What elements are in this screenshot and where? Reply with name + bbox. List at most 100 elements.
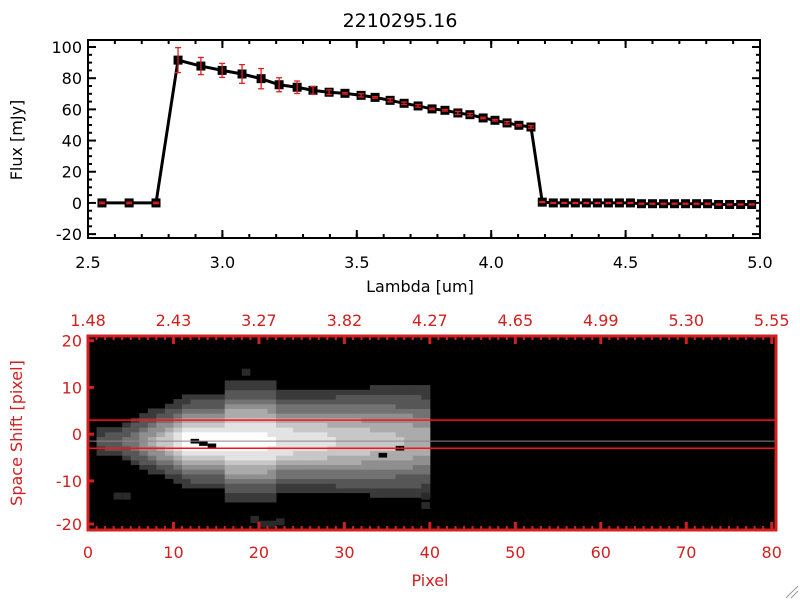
y-tick-label: 20 <box>62 163 82 182</box>
image-pixel <box>421 436 431 442</box>
image-pixel <box>293 483 303 489</box>
image-pixel <box>361 469 371 475</box>
image-pixel <box>113 441 123 447</box>
image-pixel <box>318 478 328 484</box>
image-pixel <box>361 441 371 447</box>
image-pixel <box>224 478 234 484</box>
image-pixel <box>164 413 174 419</box>
image-pixel <box>361 450 371 456</box>
image-pixel <box>105 441 115 447</box>
image-pixel <box>284 431 294 438</box>
image-pixel <box>293 431 303 438</box>
image-pixel <box>139 422 149 428</box>
top-wavelength-label: 5.30 <box>668 311 704 330</box>
image-pixel <box>233 459 243 466</box>
image-pixel <box>241 403 251 409</box>
bad-pixel <box>199 441 208 446</box>
image-pixel <box>276 389 286 395</box>
image-pixel <box>224 385 234 391</box>
image-pixel <box>173 473 183 480</box>
image-pixel <box>267 399 277 405</box>
top-wavelength-label: 2.43 <box>156 311 192 330</box>
image-pixel <box>387 413 397 419</box>
image-pixel <box>224 399 234 405</box>
image-pixel <box>404 389 414 395</box>
image-pixel <box>241 487 251 494</box>
image-pixel <box>301 408 311 414</box>
image-pixel <box>327 483 337 489</box>
image-pixel <box>164 473 174 480</box>
image-pixel <box>284 473 294 480</box>
noise-pixel <box>267 520 277 528</box>
image-pixel <box>310 441 320 447</box>
image-pixel <box>96 436 106 442</box>
image-pixel <box>241 422 251 428</box>
image-pixel <box>344 441 354 447</box>
image-pixel <box>370 450 380 456</box>
image-pixel <box>284 436 294 442</box>
image-pixel <box>216 464 226 470</box>
image-pixel <box>344 478 354 484</box>
image-pixel <box>318 394 328 400</box>
image-pixel <box>130 441 140 447</box>
image-pixel <box>173 422 183 428</box>
image-pixel <box>361 427 371 433</box>
image-pixel <box>387 422 397 428</box>
image-pixel <box>224 413 234 419</box>
image-pixel <box>395 431 405 438</box>
image-pixel <box>344 431 354 438</box>
image-pixel <box>310 473 320 480</box>
image-pixel <box>173 469 183 475</box>
image-pixel <box>387 385 397 391</box>
image-pixel <box>352 399 362 405</box>
image-pixel <box>250 427 260 433</box>
image-pixel <box>327 427 337 433</box>
image-pixel <box>182 478 192 484</box>
image-pixel <box>224 450 234 456</box>
image-pixel <box>233 436 243 442</box>
image-pixel <box>147 469 157 475</box>
image-pixel <box>233 408 243 414</box>
image-pixel <box>395 492 405 498</box>
image-pixel <box>250 459 260 466</box>
image-pixel <box>421 469 431 475</box>
image-pixel <box>301 389 311 395</box>
image-pixel <box>361 403 371 409</box>
top-wavelength-label: 1.48 <box>70 311 106 330</box>
image-pixel <box>370 436 380 442</box>
image-pixel <box>378 385 388 391</box>
image-pixel <box>122 431 132 438</box>
image-pixel <box>404 403 414 409</box>
image-pixel <box>105 436 115 442</box>
image-pixel <box>318 441 328 447</box>
image-pixel <box>387 478 397 484</box>
image-pixel <box>207 413 217 419</box>
image-pixel <box>113 436 123 442</box>
image-pixel <box>139 464 149 470</box>
image-pixel <box>412 450 422 456</box>
image-pixel <box>182 408 192 414</box>
image-pixel <box>224 380 234 386</box>
image-pixel <box>378 394 388 400</box>
image-pixel <box>250 478 260 484</box>
image-pixel <box>190 478 200 484</box>
image-pixel <box>276 403 286 409</box>
image-pixel <box>233 455 243 461</box>
image-pixel <box>327 431 337 438</box>
image-pixel <box>164 464 174 470</box>
image-pixel <box>395 385 405 391</box>
resize-grip-icon <box>785 585 799 599</box>
image-pixel <box>182 413 192 419</box>
image-pixel <box>370 422 380 428</box>
image-pixel <box>233 492 243 498</box>
image-pixel <box>378 478 388 484</box>
image-pixel <box>378 403 388 409</box>
image-pixel <box>224 459 234 466</box>
image-pixel <box>241 483 251 489</box>
top-wavelength-label: 4.99 <box>583 311 619 330</box>
image-pixel <box>164 436 174 442</box>
image-pixel <box>404 431 414 438</box>
image-pixel <box>267 422 277 428</box>
image-pixel <box>207 399 217 405</box>
